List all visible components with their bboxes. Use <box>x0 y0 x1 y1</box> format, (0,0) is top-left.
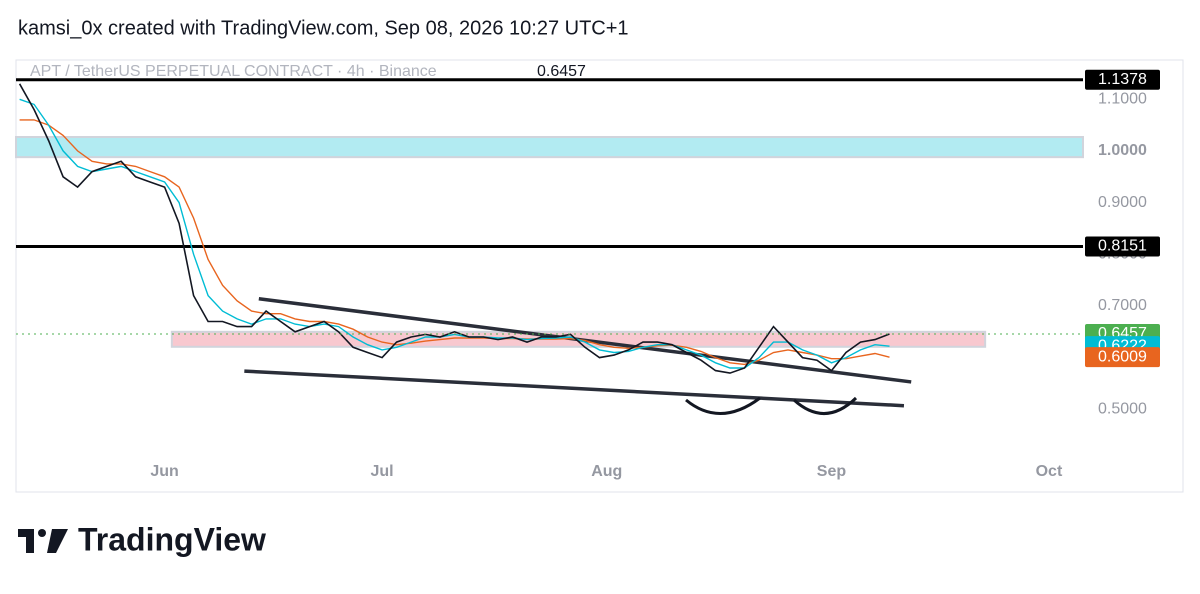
zone <box>15 135 1084 159</box>
y-tick-label: 0.5000 <box>1098 401 1147 418</box>
logo-mark <box>38 529 46 537</box>
level-label: 1.1378 <box>1098 71 1147 88</box>
trend-line <box>244 369 905 408</box>
level-box <box>1085 236 1160 257</box>
logo-mark <box>18 529 34 553</box>
ema-slow-box <box>1085 347 1160 368</box>
level-label: 0.8151 <box>1098 238 1147 255</box>
y-tick-label: 0.9000 <box>1098 194 1147 211</box>
brand: TradingView <box>78 521 266 557</box>
header: kamsi_0x created with TradingView.com, S… <box>18 17 629 39</box>
level-box <box>1085 69 1160 90</box>
series-line <box>18 83 890 374</box>
frame <box>15 59 1184 493</box>
cup-arc <box>685 396 761 415</box>
x-tick-label: Oct <box>1036 463 1063 480</box>
cup-arc <box>792 396 858 415</box>
ema-slow-label: 0.6009 <box>1098 348 1147 365</box>
symbol-title: APT / TetherUS PERPETUAL CONTRACT · 4h ·… <box>30 63 437 80</box>
x-tick-label: Sep <box>817 463 847 480</box>
x-tick-label: Jul <box>370 463 393 480</box>
logo-mark <box>47 529 68 553</box>
y-tick-label: 1.1000 <box>1098 90 1147 107</box>
x-tick-label: Jun <box>150 463 178 480</box>
header-price: 0.6457 <box>537 63 586 80</box>
y-tick-label: 1.0000 <box>1098 142 1147 159</box>
logo: TradingView <box>18 521 266 557</box>
series-line <box>19 119 890 366</box>
y-tick-label: 0.7000 <box>1098 297 1147 314</box>
x-tick-label: Aug <box>591 463 622 480</box>
